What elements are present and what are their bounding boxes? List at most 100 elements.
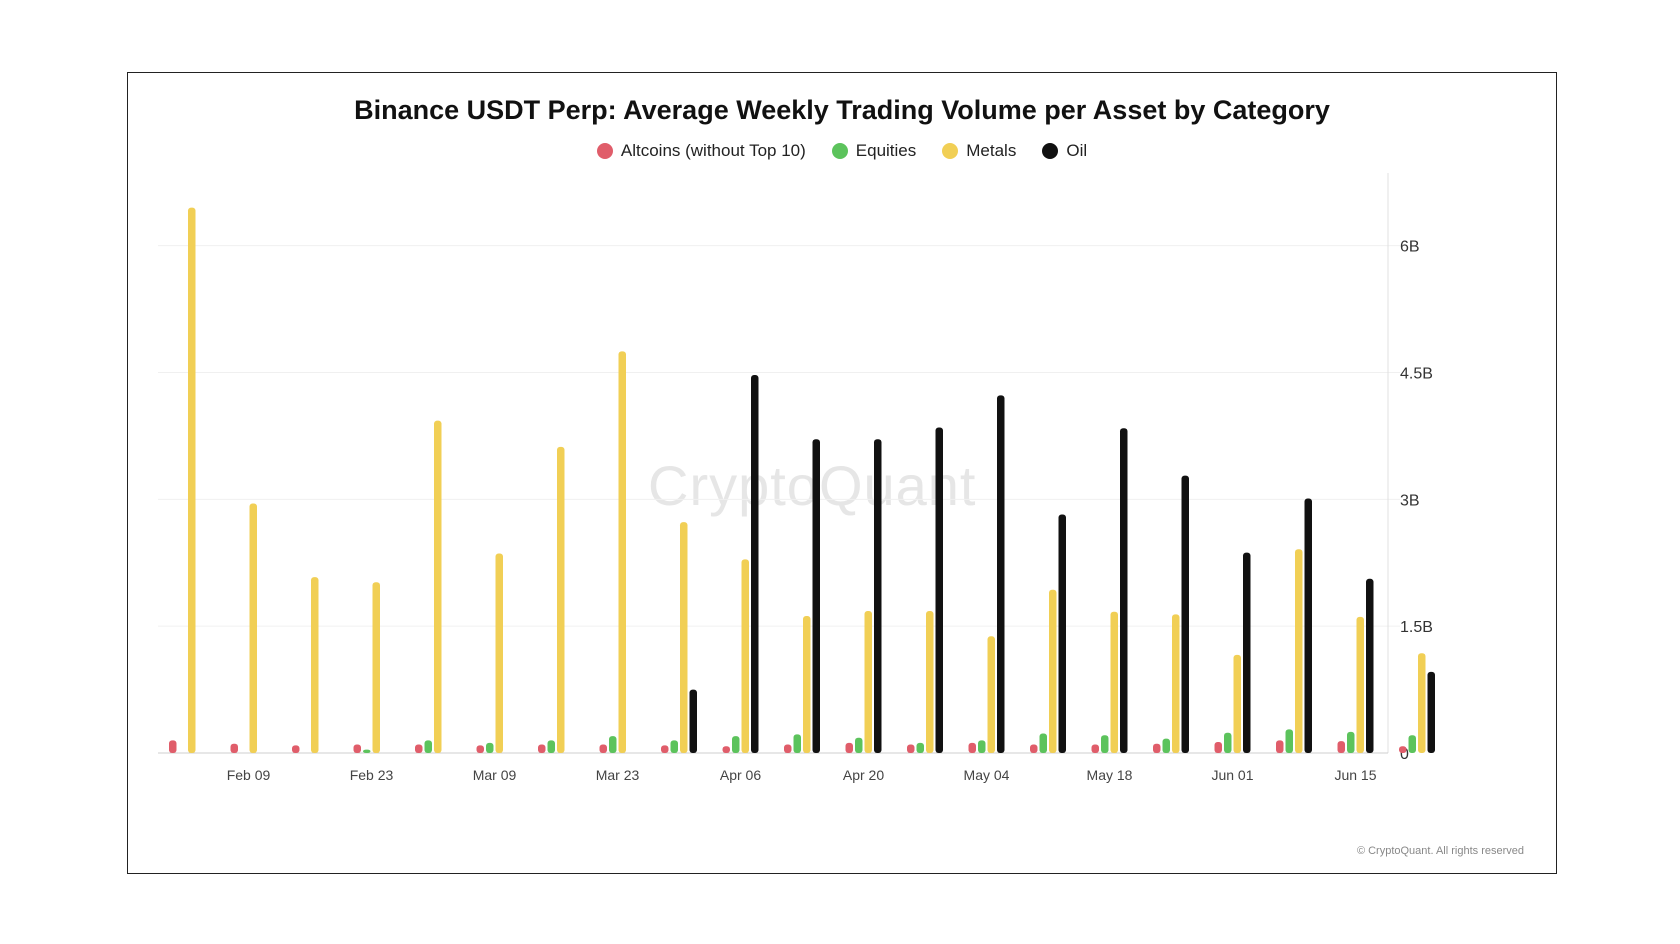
bar-metals-11[interactable] bbox=[864, 610, 873, 753]
bar-metals-6[interactable] bbox=[557, 446, 565, 753]
y-tick-label: 1.5B bbox=[1400, 619, 1433, 636]
bar-altcoins-without-top-10--17[interactable] bbox=[1214, 742, 1223, 753]
bar-equities-14[interactable] bbox=[1039, 733, 1048, 753]
bar-equities-8[interactable] bbox=[670, 740, 679, 753]
bar-equities-6[interactable] bbox=[547, 740, 556, 753]
bar-altcoins-without-top-10--0[interactable] bbox=[169, 740, 177, 753]
bar-metals-0[interactable] bbox=[188, 207, 196, 753]
bar-metals-8[interactable] bbox=[680, 522, 688, 753]
legend-dot-icon bbox=[1042, 143, 1059, 159]
bar-oil-16[interactable] bbox=[1181, 475, 1190, 753]
bar-equities-5[interactable] bbox=[486, 742, 494, 753]
bar-equities-16[interactable] bbox=[1162, 738, 1171, 753]
bar-equities-9[interactable] bbox=[732, 736, 740, 753]
bar-oil-20[interactable] bbox=[1427, 671, 1436, 753]
x-tick-label: Feb 09 bbox=[227, 767, 271, 783]
x-tick-label: Jun 15 bbox=[1334, 767, 1376, 783]
bar-equities-13[interactable] bbox=[978, 740, 986, 753]
bar-equities-11[interactable] bbox=[855, 737, 863, 753]
bar-oil-14[interactable] bbox=[1058, 514, 1067, 753]
bar-metals-1[interactable] bbox=[249, 503, 258, 753]
bar-oil-19[interactable] bbox=[1366, 578, 1374, 753]
chart-plot: 0 1.5B 3B 4.5B 6B Feb 09 Feb 23 Mar 09 Mar 23 Apr… bbox=[158, 173, 1436, 783]
bar-equities-18[interactable] bbox=[1285, 729, 1294, 753]
bar-oil-15[interactable] bbox=[1120, 428, 1128, 753]
x-tick-label: May 04 bbox=[964, 767, 1010, 783]
bar-metals-9[interactable] bbox=[741, 559, 750, 753]
bar-altcoins-without-top-10--12[interactable] bbox=[907, 744, 915, 753]
chart-title: Binance USDT Perp: Average Weekly Tradin… bbox=[354, 95, 1330, 125]
legend-item-0[interactable]: Altcoins (without Top 10) bbox=[596, 141, 806, 161]
bar-oil-8[interactable] bbox=[689, 689, 698, 753]
bar-altcoins-without-top-10--2[interactable] bbox=[292, 745, 300, 753]
bar-altcoins-without-top-10--6[interactable] bbox=[538, 744, 546, 753]
bar-equities-17[interactable] bbox=[1224, 732, 1232, 753]
legend-label: Equities bbox=[855, 141, 917, 160]
bar-metals-13[interactable] bbox=[987, 636, 996, 753]
y-tick-label: 4.5B bbox=[1400, 365, 1433, 382]
watermark: CryptoQuant bbox=[648, 454, 977, 517]
bar-altcoins-without-top-10--10[interactable] bbox=[784, 744, 792, 753]
bar-metals-14[interactable] bbox=[1049, 589, 1057, 753]
legend-dot-icon bbox=[831, 143, 848, 159]
bar-oil-18[interactable] bbox=[1304, 498, 1313, 753]
legend-label: Oil bbox=[1066, 141, 1088, 160]
legend-label: Metals bbox=[966, 141, 1017, 160]
legend-item-1[interactable]: Equities bbox=[831, 141, 917, 161]
x-tick-label: Jun 01 bbox=[1211, 767, 1253, 783]
y-tick-label: 6B bbox=[1400, 239, 1420, 256]
bar-metals-15[interactable] bbox=[1110, 611, 1119, 753]
bar-metals-4[interactable] bbox=[434, 420, 442, 753]
bar-altcoins-without-top-10--15[interactable] bbox=[1091, 744, 1100, 753]
bar-equities-10[interactable] bbox=[793, 734, 802, 753]
bar-equities-15[interactable] bbox=[1101, 735, 1109, 753]
bar-oil-12[interactable] bbox=[935, 427, 944, 753]
legend-item-2[interactable]: Metals bbox=[942, 141, 1016, 161]
bar-metals-7[interactable] bbox=[618, 351, 627, 753]
bar-altcoins-without-top-10--9[interactable] bbox=[722, 746, 731, 753]
bar-altcoins-without-top-10--13[interactable] bbox=[968, 742, 977, 753]
bar-metals-2[interactable] bbox=[311, 577, 319, 753]
copyright-notice: © CryptoQuant. All rights reserved bbox=[1356, 845, 1524, 857]
bar-equities-20[interactable] bbox=[1408, 735, 1417, 753]
bar-altcoins-without-top-10--3[interactable] bbox=[353, 744, 362, 753]
x-tick-label: May 18 bbox=[1087, 767, 1133, 783]
bar-equities-4[interactable] bbox=[424, 740, 433, 753]
bar-oil-17[interactable] bbox=[1243, 552, 1251, 753]
y-tick-label: 3B bbox=[1400, 492, 1420, 509]
bar-metals-3[interactable] bbox=[372, 582, 381, 753]
legend-item-3[interactable]: Oil bbox=[1042, 141, 1087, 161]
bar-metals-10[interactable] bbox=[803, 616, 811, 753]
bar-equities-12[interactable] bbox=[916, 742, 925, 753]
bar-metals-12[interactable] bbox=[926, 610, 934, 753]
bar-oil-13[interactable] bbox=[997, 395, 1005, 753]
legend-dot-icon bbox=[942, 143, 959, 159]
bar-altcoins-without-top-10--19[interactable] bbox=[1337, 741, 1346, 753]
legend-dot-icon bbox=[596, 143, 613, 159]
bar-altcoins-without-top-10--5[interactable] bbox=[476, 745, 485, 753]
bar-altcoins-without-top-10--20[interactable] bbox=[1399, 746, 1407, 753]
bar-altcoins-without-top-10--4[interactable] bbox=[415, 744, 423, 753]
bar-metals-5[interactable] bbox=[495, 553, 504, 753]
x-tick-label: Mar 09 bbox=[473, 767, 517, 783]
bar-altcoins-without-top-10--8[interactable] bbox=[661, 745, 669, 753]
bar-metals-20[interactable] bbox=[1418, 653, 1426, 753]
bar-oil-10[interactable] bbox=[812, 439, 821, 753]
bar-equities-3[interactable] bbox=[363, 749, 371, 753]
bar-altcoins-without-top-10--16[interactable] bbox=[1153, 743, 1161, 753]
legend-label: Altcoins (without Top 10) bbox=[620, 141, 806, 160]
bar-oil-11[interactable] bbox=[874, 439, 882, 753]
bar-altcoins-without-top-10--18[interactable] bbox=[1276, 740, 1284, 753]
bar-metals-19[interactable] bbox=[1356, 616, 1365, 753]
bar-metals-16[interactable] bbox=[1172, 614, 1180, 753]
bar-oil-9[interactable] bbox=[751, 375, 759, 753]
bar-altcoins-without-top-10--11[interactable] bbox=[845, 742, 854, 753]
bar-metals-17[interactable] bbox=[1233, 654, 1242, 753]
bar-metals-18[interactable] bbox=[1295, 549, 1303, 753]
bar-equities-19[interactable] bbox=[1347, 731, 1355, 753]
bar-altcoins-without-top-10--14[interactable] bbox=[1030, 744, 1038, 753]
bar-altcoins-without-top-10--1[interactable] bbox=[230, 743, 239, 753]
bar-altcoins-without-top-10--7[interactable] bbox=[599, 744, 608, 753]
bar-equities-7[interactable] bbox=[609, 736, 617, 753]
x-tick-label: Mar 23 bbox=[596, 767, 640, 783]
